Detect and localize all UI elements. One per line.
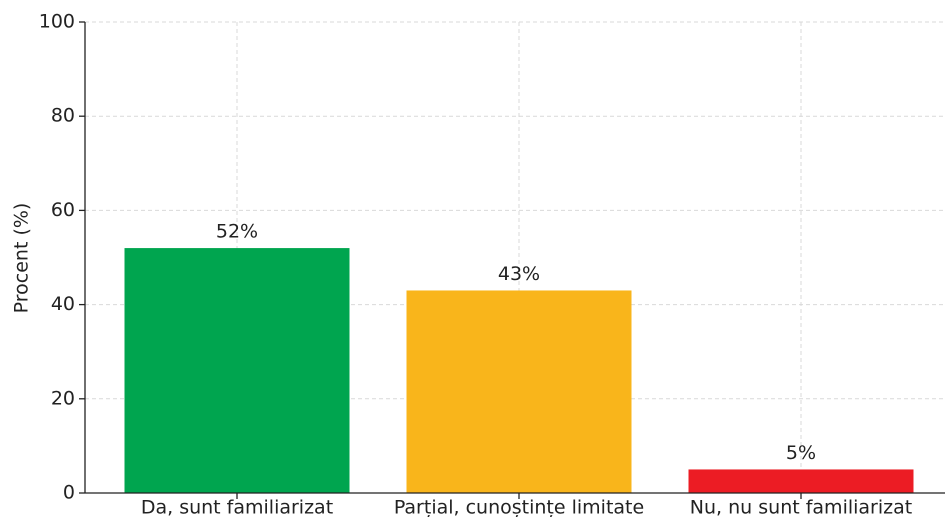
value-label: 52% (216, 221, 258, 243)
x-tick-label: Da, sunt familiarizat (141, 497, 333, 517)
x-tick-label: Parțial, cunoștințe limitate (394, 497, 644, 517)
y-tick-label: 100 (39, 11, 75, 33)
y-tick-label: 40 (51, 293, 75, 315)
value-label: 5% (786, 442, 816, 464)
bar (688, 469, 914, 493)
y-axis-label: Procent (%) (11, 203, 33, 314)
x-tick-label: Nu, nu sunt familiarizat (690, 497, 912, 517)
bar (406, 290, 632, 493)
bar (124, 248, 350, 493)
y-tick-label: 60 (51, 199, 75, 221)
y-tick-label: 20 (51, 387, 75, 409)
value-label: 43% (498, 263, 540, 285)
y-tick-label: 0 (63, 482, 75, 504)
y-tick-label: 80 (51, 105, 75, 127)
